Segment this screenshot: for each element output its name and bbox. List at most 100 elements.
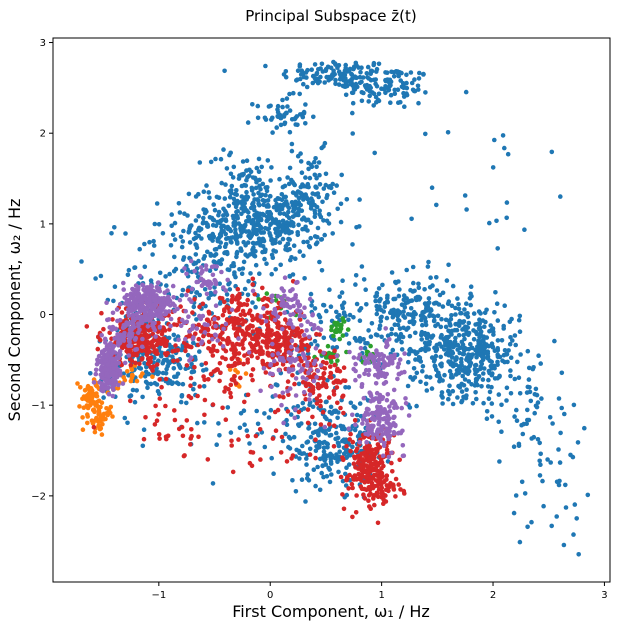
scatter-point (446, 388, 451, 394)
scatter-point (334, 385, 340, 390)
scatter-point (110, 393, 116, 399)
scatter-point (149, 339, 155, 345)
scatter-point (367, 93, 373, 99)
scatter-point (332, 362, 338, 368)
scatter-point (386, 484, 392, 490)
scatter-point (495, 359, 500, 365)
scatter-point (328, 432, 334, 438)
scatter-point (228, 150, 233, 156)
scatter-point (341, 311, 347, 317)
scatter-point (303, 121, 308, 126)
scatter-point (213, 156, 218, 162)
scatter-point (210, 272, 216, 278)
scatter-point (325, 377, 330, 383)
scatter-point (552, 338, 557, 344)
scatter-point (77, 404, 82, 409)
scatter-point (446, 299, 452, 304)
scatter-point (327, 287, 332, 293)
scatter-point (242, 206, 247, 212)
scatter-point (366, 367, 372, 373)
scatter-point (416, 76, 422, 81)
scatter-point (98, 426, 104, 431)
scatter-point (240, 202, 245, 207)
scatter-point (267, 371, 273, 376)
scatter-point (283, 199, 289, 204)
scatter-point (82, 388, 88, 393)
scatter-point (81, 405, 87, 411)
scatter-point (108, 404, 114, 410)
scatter-point (373, 381, 379, 386)
scatter-point (192, 381, 197, 387)
scatter-point (190, 323, 196, 329)
scatter-point (263, 185, 269, 190)
scatter-point (474, 331, 480, 337)
scatter-point (412, 77, 417, 82)
scatter-point (484, 342, 489, 347)
scatter-point (284, 220, 290, 225)
scatter-point (239, 302, 245, 308)
scatter-point (306, 184, 311, 190)
scatter-point (265, 158, 271, 163)
scatter-point (360, 417, 366, 422)
scatter-point (250, 336, 255, 342)
scatter-point (311, 323, 317, 328)
scatter-point (237, 326, 242, 331)
scatter-point (94, 399, 100, 405)
scatter-point (423, 381, 429, 387)
scatter-point (299, 477, 305, 483)
scatter-point (361, 435, 367, 440)
scatter-point (197, 384, 202, 389)
scatter-point (109, 326, 115, 332)
scatter-point (268, 193, 273, 199)
scatter-point (151, 289, 157, 294)
scatter-point (180, 239, 186, 244)
scatter-point (266, 226, 272, 231)
scatter-point (312, 421, 318, 427)
scatter-point (109, 362, 115, 367)
scatter-point (426, 259, 431, 265)
scatter-point (285, 104, 290, 109)
scatter-point (250, 300, 255, 305)
scatter-point (366, 328, 371, 333)
scatter-point (287, 318, 293, 323)
scatter-point (387, 416, 392, 421)
scatter-point (350, 131, 356, 136)
scatter-point (217, 301, 223, 306)
scatter-point (150, 374, 155, 380)
scatter-point (473, 368, 478, 374)
scatter-point (462, 307, 467, 312)
scatter-point (327, 422, 332, 427)
scatter-point (499, 338, 505, 343)
scatter-point (101, 417, 106, 422)
scatter-point (147, 239, 152, 245)
scatter-point (487, 358, 493, 364)
scatter-point (264, 261, 269, 267)
scatter-point (151, 238, 156, 244)
scatter-point (466, 320, 472, 326)
scatter-point (248, 205, 254, 211)
scatter-point (351, 86, 357, 92)
scatter-point (459, 356, 464, 362)
scatter-point (401, 293, 407, 298)
scatter-point (489, 372, 495, 378)
scatter-point (464, 331, 470, 337)
scatter-point (217, 341, 223, 346)
scatter-point (497, 354, 503, 360)
scatter-point (217, 281, 222, 287)
scatter-point (562, 411, 567, 417)
scatter-point (384, 410, 389, 416)
scatter-point (320, 463, 325, 469)
scatter-point (338, 219, 344, 225)
scatter-point (85, 414, 90, 419)
scatter-point (188, 355, 194, 361)
scatter-point (234, 329, 240, 335)
scatter-point (249, 372, 254, 378)
scatter-point (381, 365, 386, 370)
scatter-point (495, 246, 501, 251)
scatter-point (102, 367, 108, 373)
scatter-point (183, 336, 188, 342)
scatter-point (556, 396, 562, 401)
scatter-point (234, 254, 239, 260)
scatter-point (218, 156, 224, 162)
scatter-point (424, 335, 430, 341)
